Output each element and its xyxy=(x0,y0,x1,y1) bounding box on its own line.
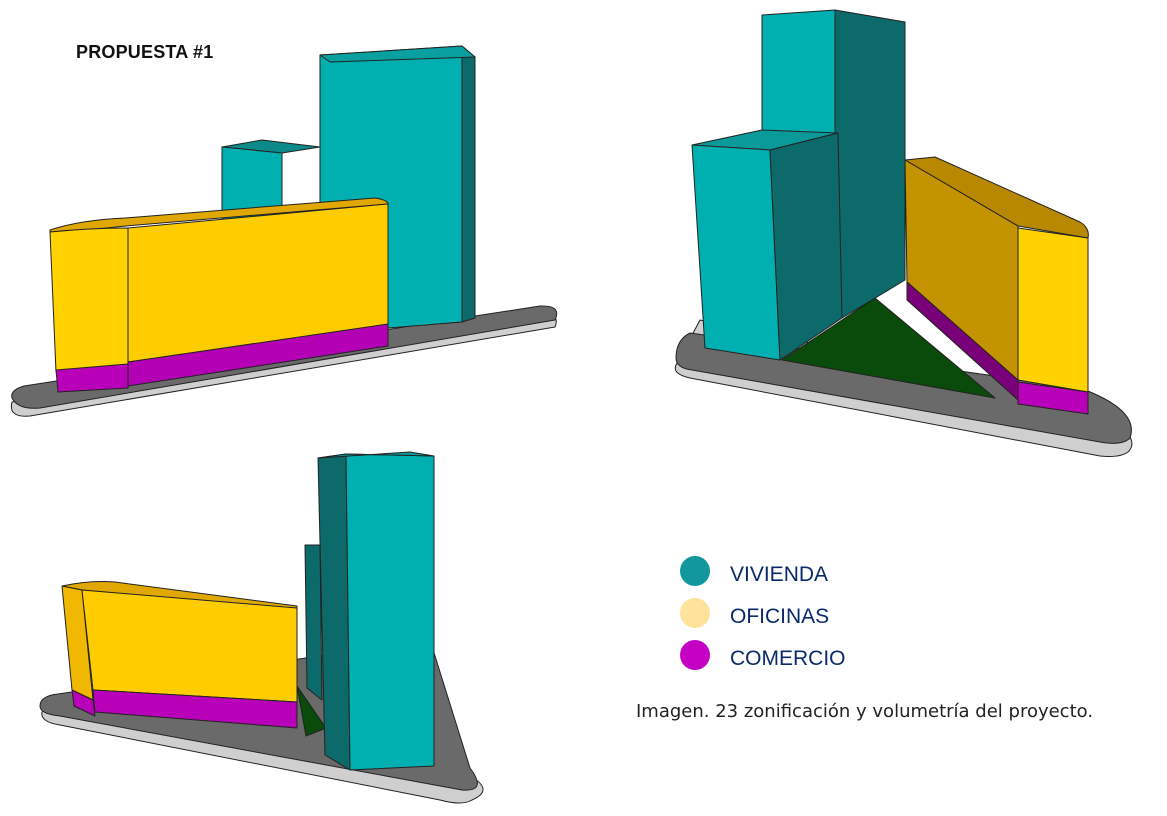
plaza-triangle xyxy=(781,297,996,399)
vivienda-tall-tower-top xyxy=(317,451,435,459)
oficinas-swatch-icon xyxy=(680,598,710,628)
comercio-band xyxy=(127,323,389,387)
oficinas-front xyxy=(81,589,298,703)
vivienda-swatch-icon xyxy=(680,556,710,586)
legend-label: VIVIENDA xyxy=(730,563,829,586)
page-title: PROPUESTA #1 xyxy=(76,42,214,62)
comercio-curved-band xyxy=(55,363,129,393)
vivienda-tall-tower-side xyxy=(834,9,906,319)
legend-item-vivienda: VIVIENDA xyxy=(676,556,936,586)
vivienda-small-tower xyxy=(304,544,323,701)
comercio-curved-band xyxy=(71,689,96,717)
comercio-swatch-icon xyxy=(680,640,710,670)
plaza-triangle xyxy=(296,685,327,737)
figure-caption: Imagen. 23 zonificación y volumetría del… xyxy=(636,701,1094,722)
legend-item-oficinas: OFICINAS xyxy=(676,598,936,628)
vivienda-front-tower-side xyxy=(769,132,843,361)
vivienda-tall-tower-top xyxy=(319,45,476,63)
vivienda-tall-tower-front xyxy=(761,9,836,141)
comercio-band xyxy=(92,689,298,729)
vivienda-front-tower-front xyxy=(691,144,781,361)
legend-label: COMERCIO xyxy=(730,647,846,670)
vivienda-tall-tower-front xyxy=(345,453,435,771)
legend-label: OFICINAS xyxy=(730,605,830,628)
massing-view-2 xyxy=(674,9,1133,457)
oficinas-front-end xyxy=(1017,227,1089,393)
massing-view-1 xyxy=(10,45,558,417)
comercio-front-band xyxy=(1017,381,1089,415)
legend-item-comercio: COMERCIO xyxy=(676,640,936,670)
massing-view-3 xyxy=(39,451,484,804)
